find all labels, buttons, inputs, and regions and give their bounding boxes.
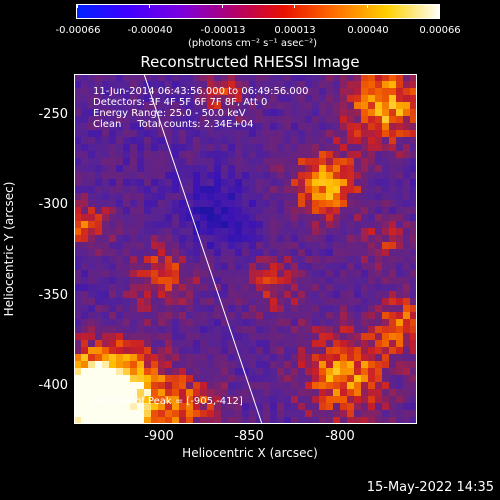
colorbar-tick [367, 4, 368, 8]
solar-limb-line [143, 74, 263, 424]
x-tick-label: -900 [144, 429, 174, 444]
info-time: 11-Jun-2014 06:43:56.000 to 06:49:56.000 [93, 86, 309, 97]
colorbar-tick [77, 4, 78, 8]
colorbar-tick-label: 0.00040 [347, 25, 389, 36]
plot-frame [74, 74, 417, 424]
colorbar-units: (photons cm⁻² s⁻¹ asec⁻²) [188, 38, 318, 49]
info-clean: Clean Total counts: 2.34E+04 [93, 119, 254, 130]
x-axis-label: Heliocentric X (arcsec) [182, 446, 318, 460]
colorbar-tick-label: -0.00013 [200, 25, 246, 36]
x-tick-label: -850 [234, 429, 264, 444]
plot-title: Reconstructed RHESSI Image [140, 53, 360, 71]
info-detectors: Detectors: 3F 4F 5F 6F 7F 8F, Att 0 [93, 97, 268, 108]
y-tick-label: -250 [38, 107, 68, 122]
image-pixels [74, 74, 417, 424]
peak-position: Position of Peak = [-905,-412] [93, 396, 243, 407]
x-tick-label: -800 [325, 429, 355, 444]
colorbar-tick [439, 4, 440, 8]
colorbar-tick [294, 4, 295, 8]
colorbar [76, 4, 440, 19]
y-axis-label: Heliocentric Y (arcsec) [2, 181, 16, 317]
colorbar-tick [149, 4, 150, 8]
colorbar-tick-label: 0.00013 [274, 25, 316, 36]
colorbar-tick-label: -0.00066 [55, 25, 101, 36]
timestamp-footer: 15-May-2022 14:35 [366, 480, 494, 495]
rhessi-image[interactable] [74, 74, 417, 424]
colorbar-tick [222, 4, 223, 8]
y-tick-label: -350 [38, 288, 68, 303]
colorbar-tick-label: 0.00066 [419, 25, 461, 36]
colorbar-tick-label: -0.00040 [127, 25, 173, 36]
y-tick-label: -400 [38, 378, 68, 393]
info-energy: Energy Range: 25.0 - 50.0 keV [93, 108, 246, 119]
y-tick-label: -300 [38, 197, 68, 212]
